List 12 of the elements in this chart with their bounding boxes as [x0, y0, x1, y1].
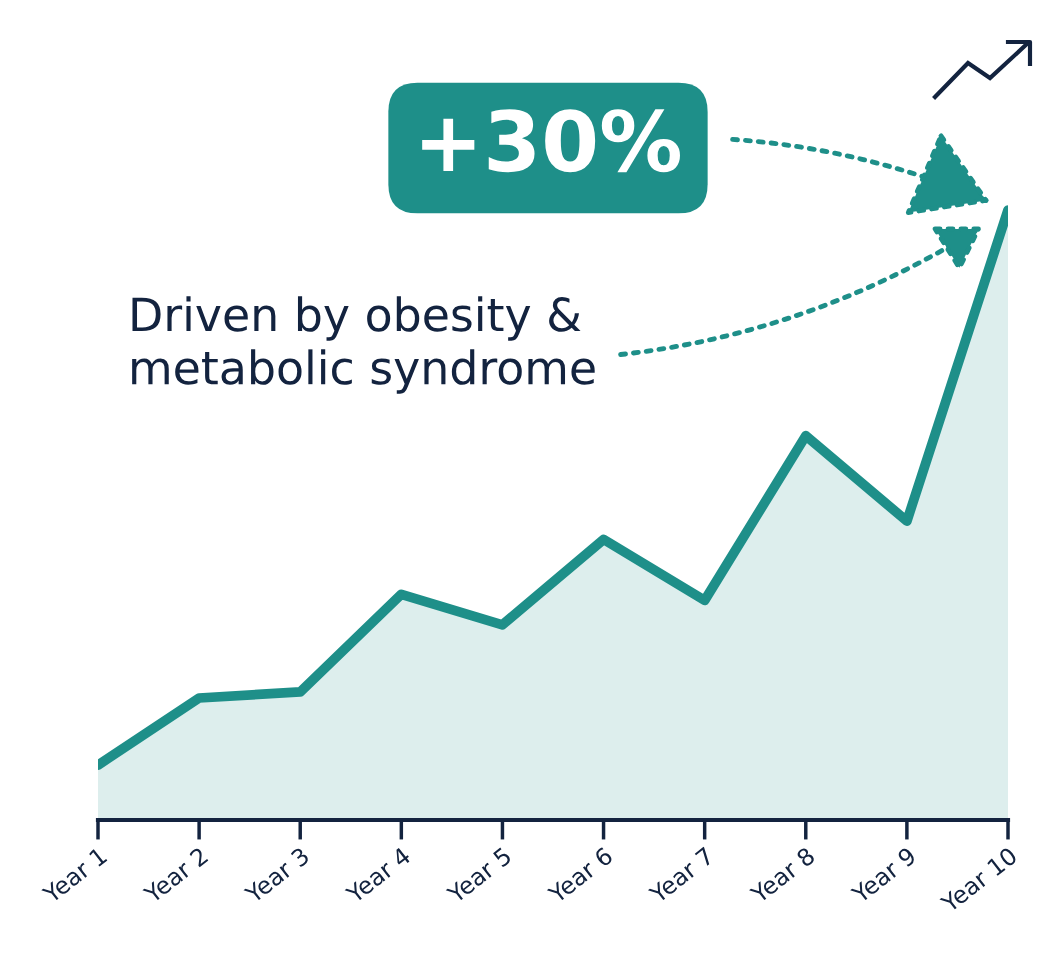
- annotation: Driven by obesity & metabolic syndrome: [132, 296, 595, 394]
- text: +30%: [422, 109, 680, 173]
- x-tick-label: Year 5: [445, 846, 513, 905]
- x-tick-label: Year 7: [647, 846, 715, 905]
- x-tick-label: Year 9: [849, 846, 917, 905]
- x-tick-label: Year 8: [748, 846, 816, 905]
- x-tick-label: Year 2: [142, 846, 209, 905]
- x-tick-label: Year 1: [41, 846, 108, 905]
- x-tick-label: Year 3: [243, 846, 310, 905]
- x-tick-label: Year 10: [939, 846, 1019, 914]
- x-tick-label: Year 6: [546, 846, 614, 905]
- x-tick-label: Year 4: [344, 846, 412, 905]
